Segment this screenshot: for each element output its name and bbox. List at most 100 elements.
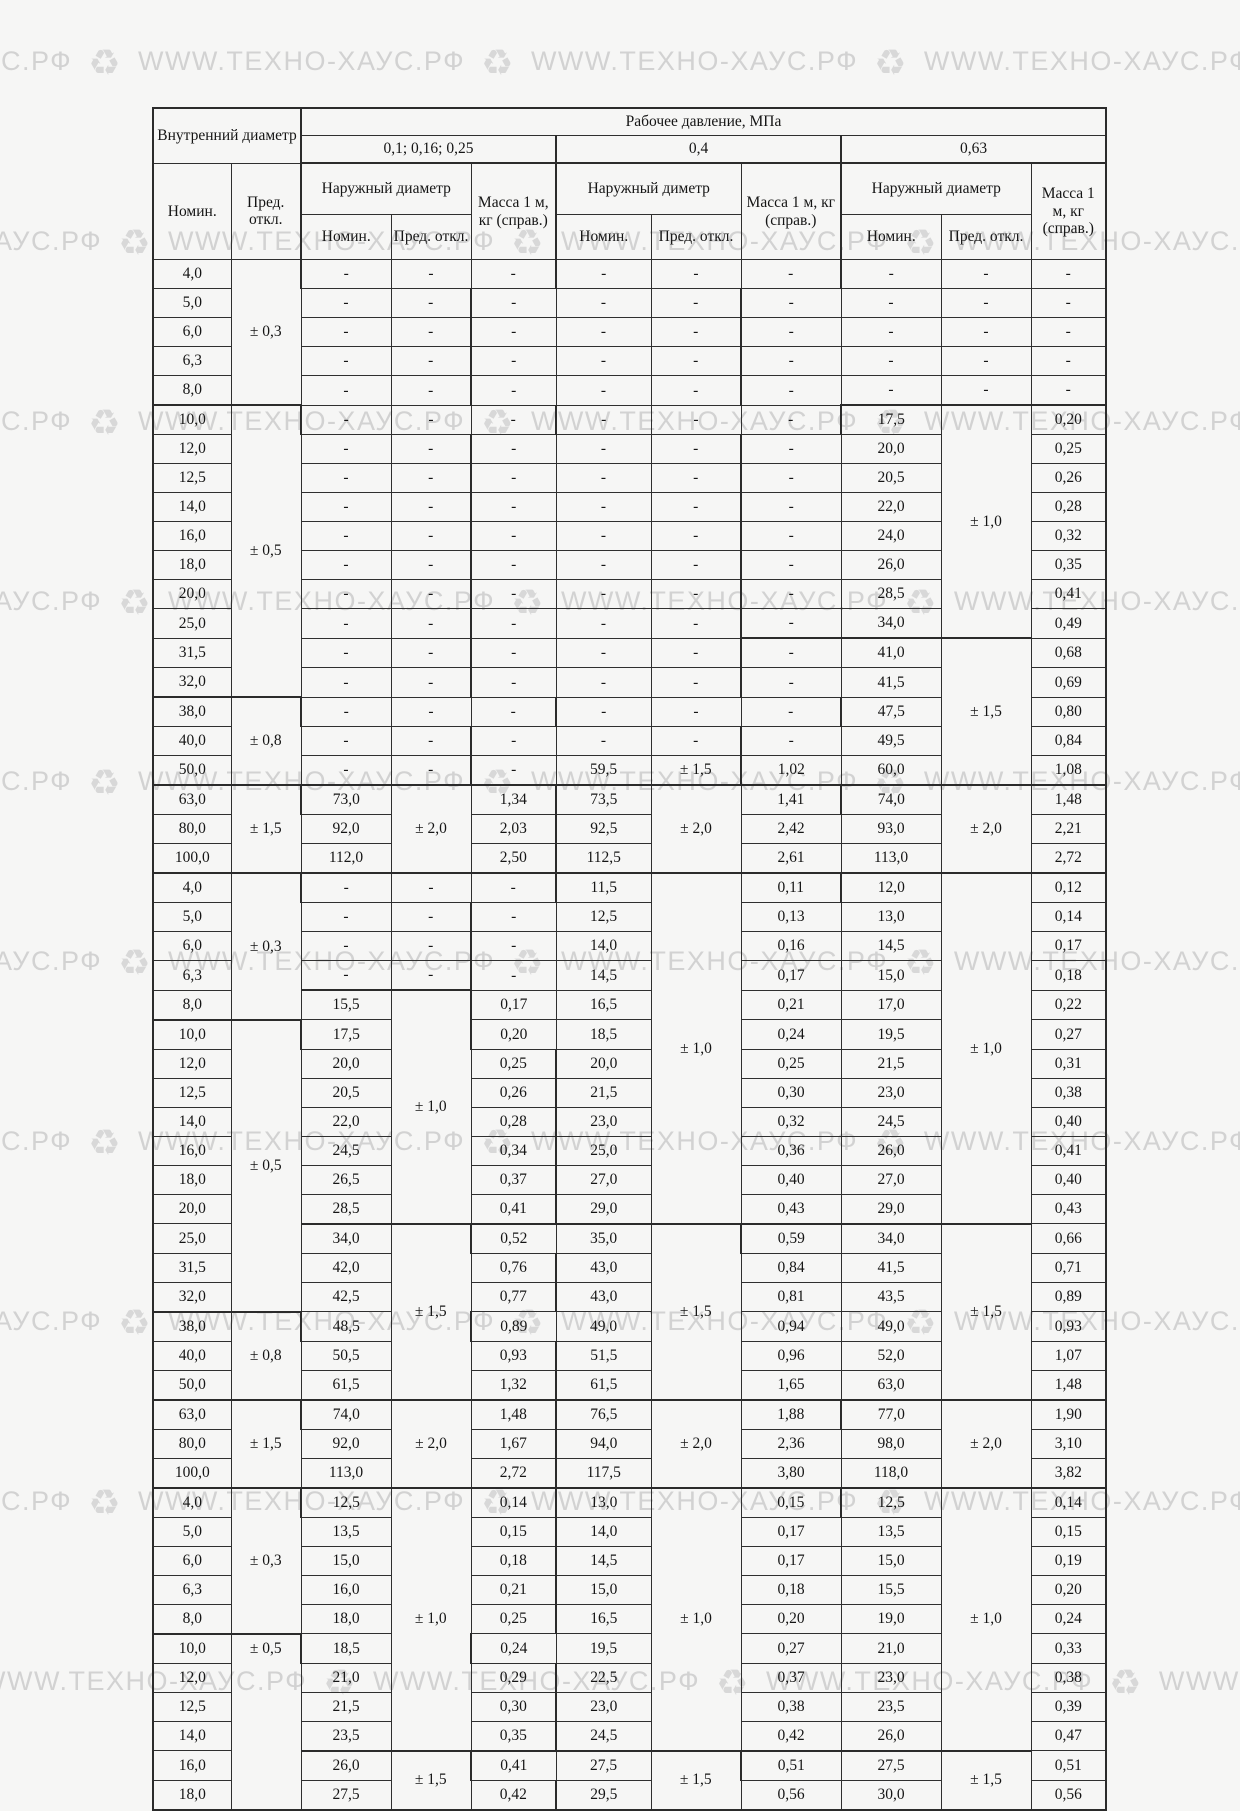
cell-inner-diameter-nominal: 4,0 [152, 1486, 232, 1518]
cell-mass-p3: 0,12 [1030, 872, 1107, 903]
cell-outer-diameter-tolerance-p3: ± 1,0 [940, 404, 1032, 639]
cell-inner-diameter-nominal: 16,0 [152, 521, 232, 551]
cell-inner-diameter-nominal: 40,0 [152, 1340, 232, 1371]
cell-outer-diameter-tolerance-p3: 60,0 [840, 755, 942, 786]
cell-outer-diameter-tolerance-p1: 50,5 [300, 1340, 392, 1371]
cell-outer-diameter-nominal-p3: 25,0 [555, 1135, 652, 1166]
cell-undefined: 26,0 [840, 1720, 942, 1751]
cell-outer-diameter-tolerance-p3: ± 1,0 [940, 1486, 1032, 1751]
cell-undefined: 0,93 [1030, 1311, 1107, 1342]
cell-outer-diameter-nominal-p3: - [740, 667, 842, 698]
cell-outer-diameter-tolerance-p1: - [300, 492, 392, 522]
cell-undefined: 2,36 [740, 1428, 842, 1459]
cell-outer-diameter-nominal-p3: 77,0 [840, 1398, 942, 1430]
cell-inner-diameter-nominal: 50,0 [152, 755, 232, 786]
cell-mass-p2: 18,5 [555, 1019, 652, 1050]
cell-outer-diameter-nominal-p3: 74,0 [840, 784, 942, 815]
recycle-icon: ♻ [88, 1122, 122, 1163]
cell-inner-diameter-nominal: 100,0 [152, 1457, 232, 1488]
cell-mass-p1: - [390, 902, 472, 932]
cell-inner-diameter-nominal: 14,0 [152, 1720, 232, 1751]
cell-undefined: 52,0 [840, 1340, 942, 1371]
cell-undefined: 0,66 [1030, 1223, 1107, 1254]
cell-inner-diameter-nominal: 5,0 [152, 902, 232, 932]
table-row: 6,0- - -14,0 0,16 14,5 0,17 [152, 931, 1107, 961]
cell-mass-p1: - [390, 521, 472, 551]
cell-mass-p1: 16,0 [300, 1574, 392, 1605]
watermark-text: WWW.ТЕХНО-ХАУС.РФ [0, 946, 103, 976]
cell-inner-diameter-nominal: 5,0 [152, 1516, 232, 1547]
cell-mass-p2: 16,5 [555, 989, 652, 1020]
cell-outer-diameter-nominal-p2: - [470, 375, 557, 406]
cell-undefined: 2,72 [1030, 843, 1107, 874]
cell-outer-diameter-tolerance-p2: ± 1,0 [650, 872, 742, 1224]
cell-inner-diameter-nominal: 80,0 [152, 814, 232, 844]
cell-outer-diameter-nominal-p1: 12,5 [300, 1486, 392, 1518]
cell-undefined: 23,5 [840, 1691, 942, 1722]
header-mass-p2: Масса 1 м, кг (справ.) [740, 162, 842, 260]
cell-outer-diameter-tolerance-p1: 22,0 [300, 1106, 392, 1137]
cell-outer-diameter-nominal-p3: 23,0 [555, 1106, 652, 1137]
table-row: 12,5 21,5 0,30 23,0 0,38 23,5 0,39 [152, 1691, 1107, 1722]
cell-mass-p1: - [470, 872, 557, 903]
cell-outer-diameter-nominal-p3: - [740, 608, 842, 639]
cell-undefined: 0,42 [740, 1720, 842, 1751]
cell-outer-diameter-tolerance-p1: - [300, 637, 392, 668]
cell-outer-diameter-tolerance-p1: 27,5 [300, 1779, 392, 1810]
cell-mass-p2: - [650, 608, 742, 639]
cell-outer-diameter-tolerance-p2: ± 1,0 [650, 1486, 742, 1751]
cell-mass-p3: 22,0 [840, 492, 942, 522]
cell-outer-diameter-nominal-p2: 0,24 [470, 1633, 557, 1664]
recycle-icon: ♻ [481, 42, 515, 83]
cell-inner-diameter-nominal: 12,5 [152, 463, 232, 493]
cell-outer-diameter-tolerance-p1: - [300, 346, 392, 376]
cell-outer-diameter-tolerance-p1: 24,5 [300, 1135, 392, 1166]
cell-outer-diameter-tolerance-p2: 0,93 [470, 1340, 557, 1371]
cell-inner-diameter-nominal: 18,0 [152, 1779, 232, 1810]
recycle-icon: ♻ [118, 222, 152, 263]
cell-undefined: 2,42 [740, 814, 842, 844]
cell-mass-p2: - [650, 346, 742, 376]
cell-outer-diameter-tolerance-p1: - [300, 463, 392, 493]
cell-inner-diameter-nominal: 8,0 [152, 375, 232, 406]
cell-outer-diameter-tolerance-p2: - [555, 434, 652, 464]
cell-outer-diameter-nominal-p2: - [470, 579, 557, 609]
cell-outer-diameter-tolerance-p2: - [650, 404, 742, 435]
cell-mass-p1: - [390, 375, 472, 406]
cell-mass-p1: - [390, 434, 472, 464]
cell-mass-p2: 12,5 [555, 902, 652, 932]
cell-outer-diameter-tolerance-p3: ± 2,0 [940, 784, 1032, 874]
cell-outer-diameter-nominal-p1: - [300, 259, 392, 289]
cell-outer-diameter-nominal-p3: - [740, 550, 842, 580]
cell-inner-diameter-nominal: 6,0 [152, 931, 232, 961]
cell-inner-diameter-nominal: 50,0 [152, 1369, 232, 1400]
cell-mass-p1: - [470, 259, 557, 289]
cell-outer-diameter-tolerance-p3: ± 2,0 [940, 1398, 1032, 1488]
table-row: 100,0 112,0 2,50 112,5 2,61 113,0 2,72 [152, 843, 1107, 874]
cell-mass-p2: 14,0 [555, 931, 652, 961]
cell-mass-p2: 0,25 [470, 1603, 557, 1634]
cell-inner-diameter-nominal: 6,3 [152, 346, 232, 376]
cell-outer-diameter-nominal-p2: 0,17 [470, 989, 557, 1020]
cell-outer-diameter-tolerance-p1: - [300, 375, 392, 406]
document-page: { "watermark": { "text": "WWW.ТЕХНО-ХАУС… [0, 42, 1240, 1811]
cell-outer-diameter-nominal-p1: 74,0 [300, 1398, 392, 1430]
cell-outer-diameter-tolerance-p1: - [390, 696, 472, 727]
cell-mass-p1: 0,14 [470, 1486, 557, 1518]
cell-undefined: 0,56 [1030, 1779, 1107, 1810]
cell-mass-p3: 24,0 [840, 521, 942, 551]
cell-outer-diameter-nominal-p3: - [740, 375, 842, 406]
table-row: 40,0 50,5 0,93 51,5 0,96 52,0 1,07 [152, 1340, 1107, 1371]
cell-mass-p3: 20,5 [840, 463, 942, 493]
table-row: 4,0 ± 0,3 12,5 ± 1,0 0,14 13,0 ± 1,0 0,15 12,5 ± … [152, 1486, 1107, 1751]
cell-mass-p3: 34,0 [840, 608, 942, 639]
cell-outer-diameter-nominal-p3: 43,0 [555, 1281, 652, 1312]
cell-outer-diameter-tolerance-p3: 49,5 [840, 726, 942, 756]
cell-outer-diameter-nominal-p3: 117,5 [555, 1457, 652, 1488]
cell-inner-diameter-nominal: 38,0 [152, 696, 232, 727]
cell-mass-p2: 0,29 [470, 1662, 557, 1693]
watermark-text: WWW.ТЕХНО-ХАУС.РФ [137, 46, 466, 76]
cell-inner-diameter-nominal: 12,0 [152, 434, 232, 464]
cell-mass-p2: - [650, 434, 742, 464]
cell-mass-p1: - [470, 696, 557, 727]
